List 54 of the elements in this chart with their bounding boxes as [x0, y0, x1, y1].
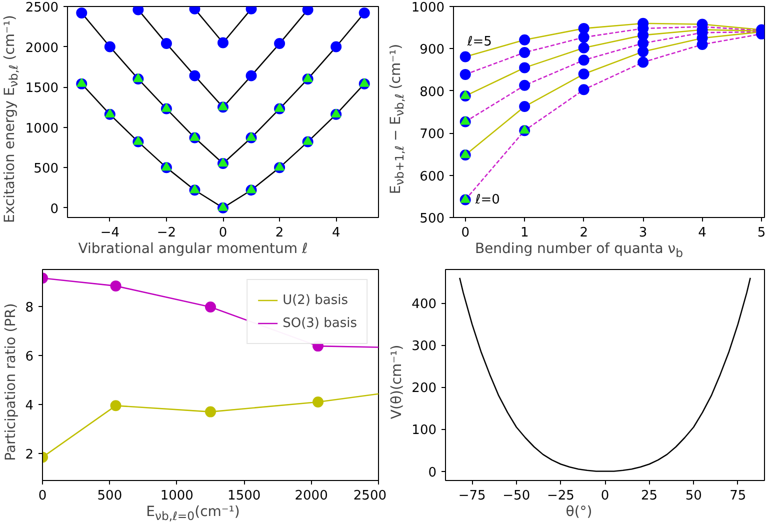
y-tick-label: 0: [50, 202, 59, 217]
x-axis-title: E$_{νb,ℓ=0}$(cm⁻¹): [145, 503, 241, 524]
x-tick-label: 500: [97, 488, 122, 504]
x-tick-label: −2: [156, 226, 176, 240]
x-tick-label: 2000: [294, 488, 328, 504]
annotation: ℓ=0: [474, 192, 500, 208]
x-tick-label: −75: [458, 488, 486, 504]
y-tick-label: 6: [25, 349, 34, 364]
y-tick-label: 300: [412, 339, 437, 354]
x-axis-title: θ(°): [564, 503, 594, 522]
legend-label: SO(3) basis: [282, 316, 357, 330]
y-tick-label: 900: [420, 42, 445, 58]
y-tick-label: 0: [428, 465, 437, 480]
x-tick-label: −50: [502, 488, 530, 504]
y-tick-label: 2: [25, 448, 34, 463]
y-tick-label: 700: [420, 127, 445, 142]
x-tick-label: 0: [461, 226, 470, 240]
y-axis-title: Participation ratio (PR): [2, 303, 20, 461]
annotation: ℓ=5: [466, 34, 492, 50]
x-tick-label: 50: [685, 488, 702, 504]
x-tick-label: 4: [698, 226, 706, 240]
x-tick-label: −4: [100, 226, 120, 240]
x-tick-label: 4: [332, 226, 340, 240]
y-tick-label: 2500: [25, 0, 59, 16]
y-tick-label: 1000: [25, 121, 59, 136]
x-tick-label: 75: [730, 488, 746, 504]
x-tick-label: 0: [600, 488, 610, 504]
x-axis-title: Vibrational angular momentum ℓ: [77, 240, 309, 259]
y-tick-label: 100: [412, 423, 437, 438]
y-axis-title: V(θ)(cm⁻¹): [388, 344, 406, 420]
x-tick-label: 0: [218, 226, 228, 240]
y-tick-label: 1000: [411, 0, 445, 16]
x-tick-label: 2: [580, 226, 588, 240]
y-tick-label: 1500: [25, 81, 59, 96]
x-tick-label: 2: [275, 226, 284, 240]
x-tick-label: 1000: [160, 488, 194, 504]
y-tick-label: 200: [412, 381, 437, 396]
y-tick-label: 800: [420, 84, 445, 100]
x-tick-label: 25: [641, 488, 658, 504]
x-tick-label: 5: [757, 226, 766, 240]
y-tick-label: 400: [412, 297, 437, 312]
legend-label: U(2) basis: [282, 292, 348, 308]
y-tick-label: 2000: [25, 40, 59, 56]
y-tick-label: 4: [25, 398, 34, 414]
y-tick-label: 600: [420, 169, 445, 184]
x-tick-label: −25: [546, 488, 574, 504]
x-axis-title: Bending number of quanta ν$_{b}$: [474, 240, 684, 262]
y-tick-label: 8: [25, 300, 34, 316]
x-tick-label: 2500: [353, 488, 387, 504]
x-tick-label: 1: [520, 226, 529, 240]
x-tick-label: 3: [638, 226, 648, 240]
y-tick-label: 500: [420, 212, 445, 226]
y-tick-label: 500: [34, 162, 59, 177]
x-tick-label: 1500: [228, 488, 261, 504]
